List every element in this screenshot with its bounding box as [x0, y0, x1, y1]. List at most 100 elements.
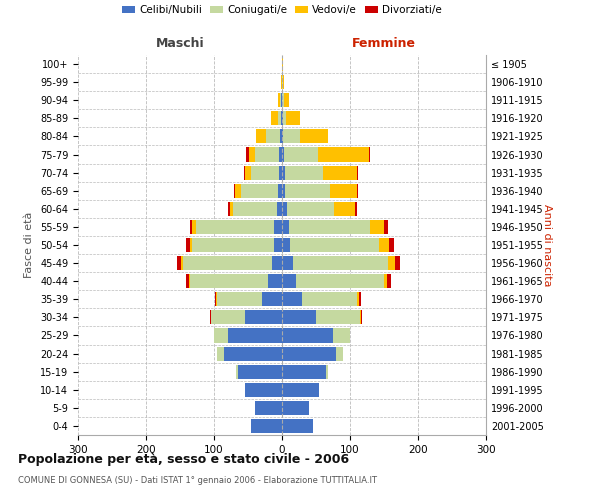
Bar — [384, 274, 388, 288]
Bar — [370, 220, 384, 234]
Bar — [251, 419, 282, 433]
Bar — [241, 184, 278, 198]
Bar — [216, 292, 217, 306]
Bar — [323, 166, 357, 179]
Bar — [282, 364, 326, 378]
Y-axis label: Anni di nascita: Anni di nascita — [542, 204, 552, 286]
Bar — [181, 256, 184, 270]
Bar — [227, 202, 230, 216]
Bar — [280, 93, 281, 108]
Text: COMUNE DI GONNESA (SU) - Dati ISTAT 1° gennaio 2006 - Elaborazione TUTTITALIA.IT: COMUNE DI GONNESA (SU) - Dati ISTAT 1° g… — [18, 476, 377, 485]
Text: Femmine: Femmine — [352, 36, 416, 50]
Bar — [329, 184, 357, 198]
Bar — [287, 202, 334, 216]
Bar — [277, 202, 282, 216]
Bar — [274, 238, 282, 252]
Bar — [283, 112, 286, 126]
Bar — [282, 274, 296, 288]
Bar — [190, 220, 192, 234]
Bar — [278, 166, 282, 179]
Text: Maschi: Maschi — [155, 36, 205, 50]
Bar — [271, 112, 278, 126]
Bar — [369, 148, 370, 162]
Bar — [214, 328, 227, 342]
Bar — [186, 274, 189, 288]
Bar — [245, 310, 282, 324]
Bar — [355, 202, 357, 216]
Legend: Celibi/Nubili, Coniugati/e, Vedovi/e, Divorziati/e: Celibi/Nubili, Coniugati/e, Vedovi/e, Di… — [122, 5, 442, 15]
Bar — [192, 220, 196, 234]
Bar — [255, 401, 282, 415]
Bar — [282, 148, 284, 162]
Bar — [192, 238, 274, 252]
Bar — [326, 364, 328, 378]
Bar — [282, 419, 313, 433]
Bar — [279, 148, 282, 162]
Bar — [281, 93, 282, 108]
Bar — [227, 328, 282, 342]
Bar — [357, 292, 359, 306]
Bar — [357, 184, 358, 198]
Bar — [318, 148, 369, 162]
Bar — [293, 256, 388, 270]
Bar — [302, 292, 357, 306]
Bar — [186, 238, 190, 252]
Bar — [282, 184, 286, 198]
Bar — [282, 130, 283, 143]
Bar — [211, 310, 245, 324]
Bar — [189, 274, 190, 288]
Bar — [281, 75, 282, 89]
Bar — [283, 75, 284, 89]
Bar — [282, 220, 289, 234]
Bar — [282, 202, 287, 216]
Bar — [296, 274, 384, 288]
Bar — [289, 220, 370, 234]
Bar — [274, 220, 282, 234]
Bar — [282, 401, 309, 415]
Bar — [280, 130, 282, 143]
Bar — [379, 238, 389, 252]
Bar — [184, 256, 272, 270]
Bar — [282, 256, 293, 270]
Bar — [233, 202, 277, 216]
Bar — [230, 202, 233, 216]
Bar — [236, 364, 238, 378]
Bar — [246, 148, 248, 162]
Bar — [282, 166, 286, 179]
Bar — [272, 256, 282, 270]
Bar — [266, 130, 280, 143]
Bar — [395, 256, 400, 270]
Bar — [337, 346, 343, 360]
Text: Popolazione per età, sesso e stato civile - 2006: Popolazione per età, sesso e stato civil… — [18, 452, 349, 466]
Bar — [282, 93, 284, 108]
Bar — [360, 310, 361, 324]
Bar — [282, 112, 283, 126]
Bar — [290, 238, 379, 252]
Bar — [282, 292, 302, 306]
Bar — [281, 112, 282, 126]
Y-axis label: Fasce di età: Fasce di età — [25, 212, 34, 278]
Bar — [357, 166, 358, 179]
Bar — [282, 310, 316, 324]
Bar — [190, 238, 192, 252]
Bar — [301, 130, 328, 143]
Bar — [283, 130, 301, 143]
Bar — [177, 256, 181, 270]
Bar — [282, 57, 283, 71]
Bar — [334, 202, 355, 216]
Bar — [244, 166, 245, 179]
Bar — [210, 310, 211, 324]
Bar — [333, 328, 350, 342]
Bar — [268, 274, 282, 288]
Bar — [245, 382, 282, 397]
Bar — [282, 75, 283, 89]
Bar — [282, 238, 290, 252]
Bar — [248, 148, 256, 162]
Bar — [388, 274, 391, 288]
Bar — [238, 364, 282, 378]
Bar — [256, 148, 279, 162]
Bar — [316, 310, 360, 324]
Bar — [235, 184, 241, 198]
Bar — [224, 346, 282, 360]
Bar — [286, 184, 329, 198]
